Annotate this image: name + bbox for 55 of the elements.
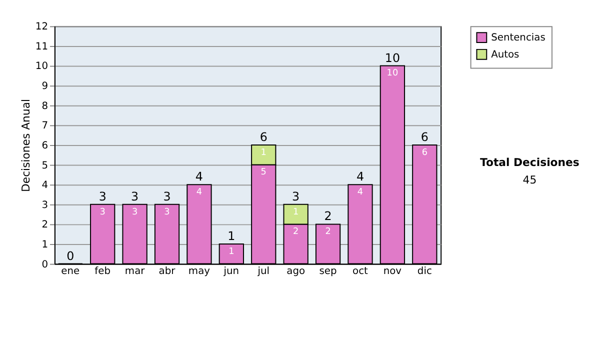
total-label: 1 <box>228 229 236 244</box>
data-label: 2 <box>292 227 299 238</box>
x-tick-label: nov <box>383 266 402 278</box>
x-tick-label: abr <box>158 266 176 278</box>
y-tick-label: 10 <box>35 61 48 72</box>
x-tick-label: ene <box>61 266 80 278</box>
data-label: 2 <box>325 227 331 238</box>
data-label: 5 <box>260 168 266 178</box>
data-label: 10 <box>386 68 398 79</box>
total-label: 3 <box>98 189 106 204</box>
total-label: 3 <box>131 189 139 204</box>
total-label: 10 <box>384 50 400 65</box>
y-tick-label: 12 <box>35 22 48 33</box>
total-label: 0 <box>66 248 74 263</box>
text: 45 <box>522 174 537 187</box>
total-label: 4 <box>195 170 203 184</box>
data-label: 1 <box>228 246 234 257</box>
x-tick-label: oct <box>352 266 368 278</box>
data-label: 3 <box>164 207 170 218</box>
x-tick-label: sep <box>319 266 337 278</box>
y-tick-label: 4 <box>42 180 48 192</box>
total-label: 2 <box>324 209 332 224</box>
x-tick-label: may <box>188 266 210 278</box>
x-tick-label: ago <box>286 266 306 278</box>
y-tick-label: 3 <box>42 200 48 211</box>
data-label: 3 <box>132 207 138 218</box>
y-tick-label: 5 <box>42 160 48 172</box>
total-label: 6 <box>420 130 428 144</box>
y-tick-label: 11 <box>35 41 48 52</box>
y-tick-label: 1 <box>42 239 48 250</box>
y-tick-label: 0 <box>42 259 48 270</box>
x-tick-label: dic <box>417 266 432 278</box>
data-label: 3 <box>100 207 106 218</box>
y-tick-label: 7 <box>42 120 48 132</box>
data-label: 4 <box>357 187 364 198</box>
data-label: 1 <box>260 148 266 158</box>
y-tick-label: 9 <box>42 81 48 92</box>
total-label: 6 <box>260 130 268 144</box>
y-tick-label: 2 <box>42 220 48 231</box>
legend-label: Autos <box>491 49 520 60</box>
total-label: 3 <box>163 189 171 204</box>
x-tick-label: feb <box>94 266 111 278</box>
total-label: 3 <box>292 189 300 204</box>
total-label: 4 <box>356 170 364 184</box>
x-tick-label: jun <box>222 266 240 278</box>
y-axis-title: Decisiones Anual <box>19 98 32 192</box>
legend-label: Sentencias <box>491 32 546 44</box>
data-label: 1 <box>292 207 299 218</box>
text: Total Decisiones <box>480 156 580 169</box>
data-label: 6 <box>422 148 428 158</box>
y-tick-label: 6 <box>42 140 48 152</box>
x-tick-label: mar <box>124 266 146 278</box>
x-tick-label: jul <box>256 266 270 278</box>
y-tick-label: 8 <box>42 100 48 112</box>
data-label: 4 <box>196 187 202 198</box>
